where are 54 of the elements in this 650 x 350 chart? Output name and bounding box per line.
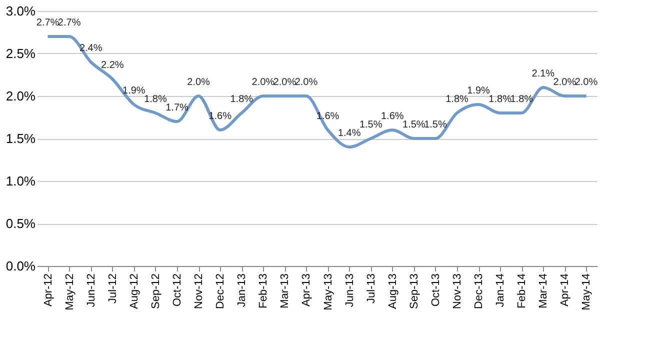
x-tick-label: Jul-12 — [106, 274, 119, 304]
x-tick-label: May-14 — [580, 274, 593, 310]
x-tick-label: Jul-13 — [365, 274, 378, 304]
x-tick-label: Sep-12 — [150, 274, 162, 309]
data-label: 1.9% — [467, 86, 490, 96]
data-label: 1.8% — [446, 94, 469, 105]
data-label: 1.5% — [359, 120, 382, 130]
data-label: 2.0% — [574, 77, 598, 88]
data-label: 1.4% — [338, 128, 361, 139]
x-tick-label: Mar-14 — [538, 274, 550, 308]
x-tick-label: Nov-13 — [452, 274, 464, 309]
data-label: 2.0% — [553, 77, 576, 88]
x-tick-label: Apr-13 — [300, 274, 313, 307]
data-label: 2.1% — [532, 68, 555, 80]
x-tick-label: May-13 — [322, 274, 334, 310]
x-tick-label: Dec-12 — [214, 274, 227, 309]
data-label: 1.9% — [122, 86, 146, 96]
data-label: 1.8% — [144, 94, 167, 105]
x-tick-label: Apr-14 — [559, 274, 572, 307]
data-label: 1.5% — [402, 120, 426, 130]
x-tick-label: Aug-12 — [128, 274, 140, 309]
y-tick-label: 2.5% — [6, 46, 36, 61]
y-tick-label: 2.0% — [6, 88, 36, 104]
data-label: 2.0% — [252, 77, 275, 88]
x-tick-label: Jun-13 — [344, 274, 356, 308]
x-tick-label: Jun-12 — [85, 274, 98, 308]
data-label: 2.7% — [58, 18, 81, 28]
x-tick-label: Mar-13 — [279, 274, 292, 308]
data-label: 1.5% — [424, 120, 447, 130]
x-tick-label: Sep-13 — [408, 274, 420, 309]
x-tick-label: Jan-13 — [236, 274, 248, 308]
y-tick-label: 0.5% — [6, 216, 36, 231]
data-label: 2.7% — [36, 18, 60, 28]
x-tick-label: Aug-13 — [386, 274, 399, 309]
x-tick-label: Feb-14 — [516, 274, 528, 308]
x-tick-label: Jan-14 — [494, 274, 507, 308]
x-tick-label: Apr-12 — [42, 274, 54, 307]
data-label: 1.8% — [488, 94, 512, 105]
y-tick-label: 1.0% — [6, 174, 36, 188]
x-tick-label: Feb-13 — [258, 274, 270, 308]
data-label: 2.2% — [100, 60, 124, 71]
y-tick-label: 0.0% — [6, 258, 36, 274]
data-label: 2.0% — [294, 77, 318, 88]
x-tick-label: Oct-13 — [430, 274, 442, 307]
data-label: 1.8% — [230, 94, 254, 105]
y-tick-label: 3.0% — [6, 4, 36, 18]
data-label: 2.0% — [187, 77, 210, 88]
x-tick-label: Oct-12 — [172, 274, 184, 307]
data-label: 1.6% — [380, 111, 404, 122]
x-tick-label: Nov-12 — [193, 274, 206, 309]
x-tick-label: Dec-13 — [473, 274, 486, 309]
data-label: 2.0% — [273, 77, 296, 88]
x-tick-label: May-12 — [64, 274, 76, 310]
y-tick-label: 1.5% — [6, 131, 36, 146]
